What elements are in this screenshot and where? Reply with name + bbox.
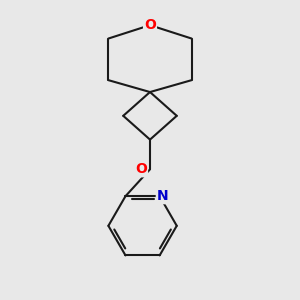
- Text: N: N: [157, 189, 168, 203]
- Text: O: O: [144, 18, 156, 32]
- Text: O: O: [135, 162, 147, 176]
